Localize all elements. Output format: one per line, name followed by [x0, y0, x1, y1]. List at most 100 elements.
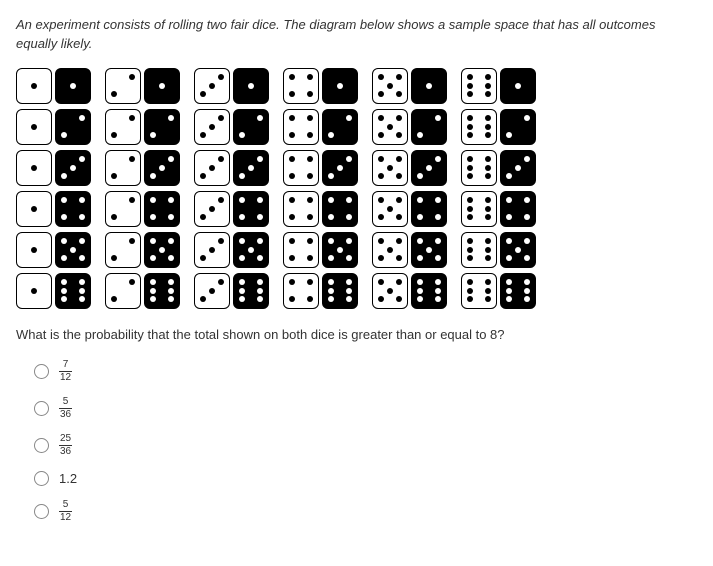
dice-pair-2-4 — [105, 191, 180, 227]
white-die-4 — [283, 109, 319, 145]
black-die-3 — [500, 150, 536, 186]
black-die-3 — [144, 150, 180, 186]
black-die-3 — [233, 150, 269, 186]
white-die-4 — [283, 232, 319, 268]
radio-button[interactable] — [34, 504, 49, 519]
dice-pair-4-6 — [283, 273, 358, 309]
black-die-2 — [500, 109, 536, 145]
white-die-5 — [372, 191, 408, 227]
black-die-5 — [500, 232, 536, 268]
white-die-1 — [16, 232, 52, 268]
dice-pair-6-2 — [461, 109, 536, 145]
dice-pair-3-4 — [194, 191, 269, 227]
dice-pair-1-4 — [16, 191, 91, 227]
white-die-2 — [105, 150, 141, 186]
dice-pair-6-1 — [461, 68, 536, 104]
radio-button[interactable] — [34, 364, 49, 379]
dice-pair-1-2 — [16, 109, 91, 145]
dice-pair-5-5 — [372, 232, 447, 268]
dice-pair-1-5 — [16, 232, 91, 268]
dice-pair-2-5 — [105, 232, 180, 268]
white-die-3 — [194, 232, 230, 268]
dice-row — [16, 191, 697, 227]
black-die-5 — [144, 232, 180, 268]
white-die-5 — [372, 273, 408, 309]
dice-pair-3-1 — [194, 68, 269, 104]
black-die-2 — [322, 109, 358, 145]
dice-pair-2-6 — [105, 273, 180, 309]
white-die-5 — [372, 150, 408, 186]
answer-options: 712 536 2536 1.2 512 — [16, 360, 697, 523]
dice-pair-1-6 — [16, 273, 91, 309]
dice-pair-5-6 — [372, 273, 447, 309]
white-die-1 — [16, 191, 52, 227]
black-die-1 — [144, 68, 180, 104]
black-die-1 — [411, 68, 447, 104]
white-die-3 — [194, 109, 230, 145]
dice-pair-6-3 — [461, 150, 536, 186]
dice-pair-3-5 — [194, 232, 269, 268]
white-die-6 — [461, 232, 497, 268]
black-die-5 — [322, 232, 358, 268]
question-text: What is the probability that the total s… — [16, 327, 697, 342]
black-die-6 — [233, 273, 269, 309]
answer-option-3[interactable]: 2536 — [34, 434, 697, 457]
dice-sample-space — [16, 68, 697, 309]
white-die-2 — [105, 68, 141, 104]
black-die-6 — [55, 273, 91, 309]
fraction-label: 512 — [59, 500, 72, 523]
white-die-2 — [105, 273, 141, 309]
white-die-4 — [283, 150, 319, 186]
white-die-2 — [105, 109, 141, 145]
dice-pair-5-4 — [372, 191, 447, 227]
black-die-1 — [322, 68, 358, 104]
white-die-3 — [194, 191, 230, 227]
dice-pair-6-4 — [461, 191, 536, 227]
dice-pair-1-1 — [16, 68, 91, 104]
radio-button[interactable] — [34, 438, 49, 453]
dice-pair-5-3 — [372, 150, 447, 186]
dice-pair-5-2 — [372, 109, 447, 145]
white-die-3 — [194, 68, 230, 104]
white-die-4 — [283, 191, 319, 227]
black-die-2 — [233, 109, 269, 145]
white-die-1 — [16, 68, 52, 104]
dice-pair-2-1 — [105, 68, 180, 104]
white-die-6 — [461, 109, 497, 145]
black-die-6 — [411, 273, 447, 309]
white-die-6 — [461, 68, 497, 104]
white-die-4 — [283, 68, 319, 104]
white-die-1 — [16, 273, 52, 309]
black-die-2 — [411, 109, 447, 145]
answer-option-4[interactable]: 1.2 — [34, 471, 697, 486]
fraction-label: 2536 — [59, 434, 72, 457]
black-die-1 — [55, 68, 91, 104]
dice-pair-4-1 — [283, 68, 358, 104]
option-label: 1.2 — [59, 471, 77, 486]
radio-button[interactable] — [34, 471, 49, 486]
black-die-5 — [411, 232, 447, 268]
white-die-6 — [461, 191, 497, 227]
dice-pair-3-6 — [194, 273, 269, 309]
dice-pair-5-1 — [372, 68, 447, 104]
dice-pair-4-3 — [283, 150, 358, 186]
black-die-4 — [322, 191, 358, 227]
answer-option-5[interactable]: 512 — [34, 500, 697, 523]
dice-row — [16, 109, 697, 145]
black-die-4 — [233, 191, 269, 227]
white-die-2 — [105, 232, 141, 268]
black-die-1 — [500, 68, 536, 104]
black-die-1 — [233, 68, 269, 104]
dice-pair-4-5 — [283, 232, 358, 268]
answer-option-1[interactable]: 712 — [34, 360, 697, 383]
black-die-4 — [411, 191, 447, 227]
black-die-2 — [144, 109, 180, 145]
radio-button[interactable] — [34, 401, 49, 416]
dice-pair-2-3 — [105, 150, 180, 186]
dice-row — [16, 68, 697, 104]
white-die-4 — [283, 273, 319, 309]
white-die-1 — [16, 109, 52, 145]
white-die-5 — [372, 232, 408, 268]
answer-option-2[interactable]: 536 — [34, 397, 697, 420]
dice-pair-3-3 — [194, 150, 269, 186]
